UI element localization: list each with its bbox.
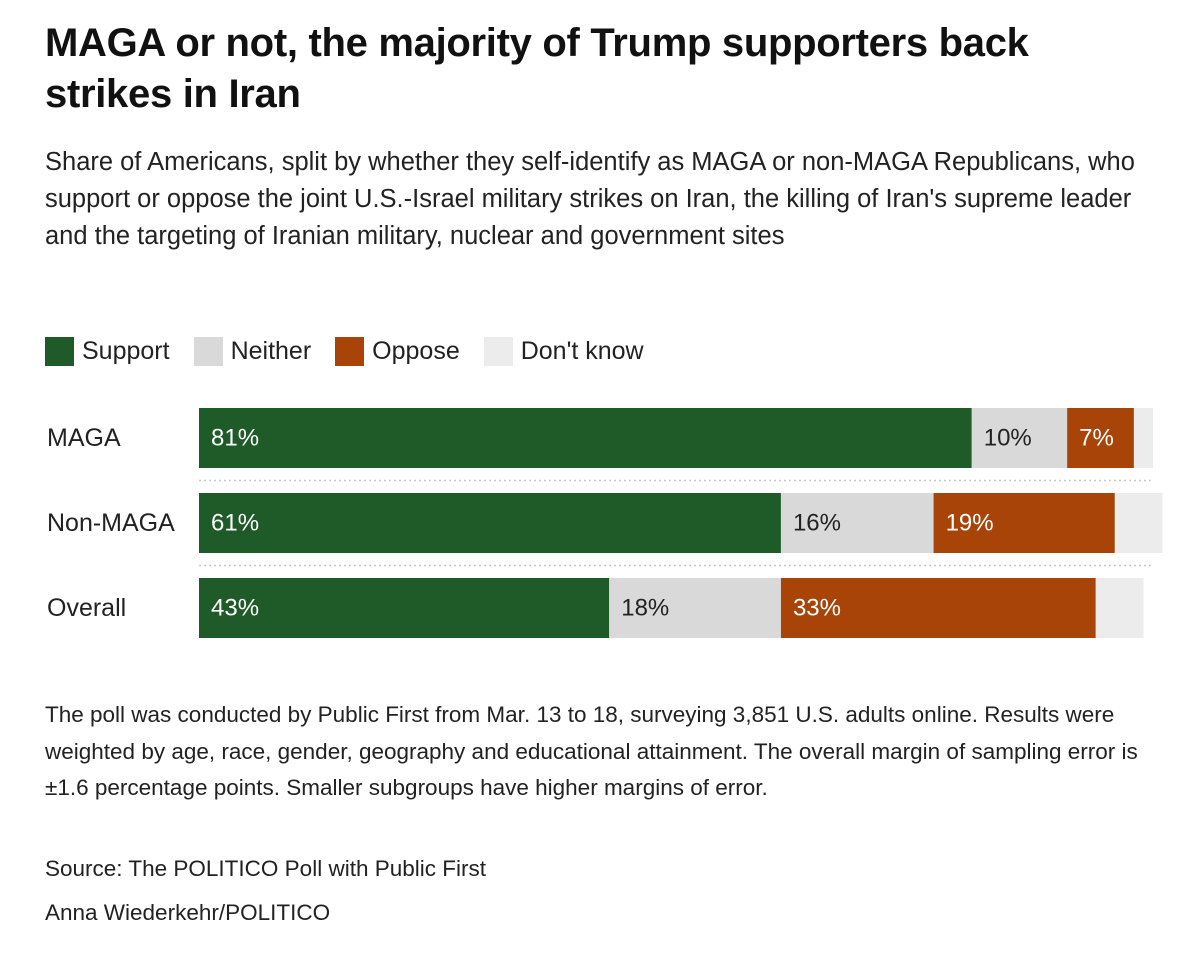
data-label-support-overall: 43% — [211, 595, 259, 622]
legend-item-dont-know: Don't know — [483, 336, 644, 366]
source-line: Source: The POLITICO Poll with Public Fi… — [45, 856, 486, 881]
data-label-oppose-maga: 7% — [1079, 425, 1114, 452]
data-label-oppose-overall: 33% — [793, 595, 841, 622]
legend-swatch-dont-know — [483, 336, 513, 366]
row-label-non-maga: Non-MAGA — [47, 509, 175, 537]
legend-item-support: Support — [45, 336, 170, 366]
credit-line: Anna Wiederkehr/POLITICO — [45, 900, 331, 925]
row-label-overall: Overall — [47, 594, 126, 622]
bar-oppose-overall — [780, 578, 1096, 638]
data-label-neither-non-maga: 16% — [793, 510, 841, 537]
legend-swatch-neither — [193, 336, 223, 366]
bar-support-non-maga — [199, 493, 781, 553]
data-label-support-non-maga: 61% — [211, 510, 259, 537]
legend: Support Neither Oppose Don't know — [45, 333, 668, 369]
bar-don-t-know-maga — [1133, 408, 1153, 468]
bar-support-maga — [199, 408, 972, 468]
bar-neither-overall — [609, 578, 781, 638]
chart-subtitle: Share of Americans, split by whether the… — [45, 148, 1135, 250]
legend-swatch-support — [45, 336, 74, 366]
legend-label-oppose: Oppose — [372, 336, 460, 365]
legend-item-oppose: Oppose — [335, 336, 460, 366]
legend-label-dont-know: Don't know — [520, 336, 644, 365]
legend-swatch-oppose — [335, 336, 365, 366]
bar-don-t-know-overall — [1095, 578, 1144, 638]
legend-label-support: Support — [82, 336, 170, 365]
legend-item-neither: Neither — [193, 336, 312, 366]
bar-support-overall — [199, 578, 610, 638]
row-label-maga: MAGA — [47, 424, 121, 452]
bar-neither-maga — [971, 408, 1068, 468]
data-label-neither-overall: 18% — [621, 595, 669, 622]
data-label-oppose-non-maga: 19% — [946, 510, 994, 537]
data-label-support-maga: 81% — [211, 425, 259, 452]
bar-oppose-maga — [1067, 408, 1134, 468]
legend-label-neither: Neither — [230, 336, 312, 365]
stacked-bar-chart: MAGA 81% 10% 7% Non-MAGA 61% 16% 19% Overall 43% 1… — [47, 408, 1163, 638]
data-label-neither-maga: 10% — [984, 425, 1032, 452]
chart-title: MAGA or not, the majority of Trump suppo… — [45, 21, 1029, 116]
bar-don-t-know-non-maga — [1114, 493, 1163, 553]
bar-oppose-non-maga — [933, 493, 1115, 553]
bar-neither-non-maga — [780, 493, 934, 553]
methodology-note: The poll was conducted by Public First f… — [45, 702, 1138, 800]
